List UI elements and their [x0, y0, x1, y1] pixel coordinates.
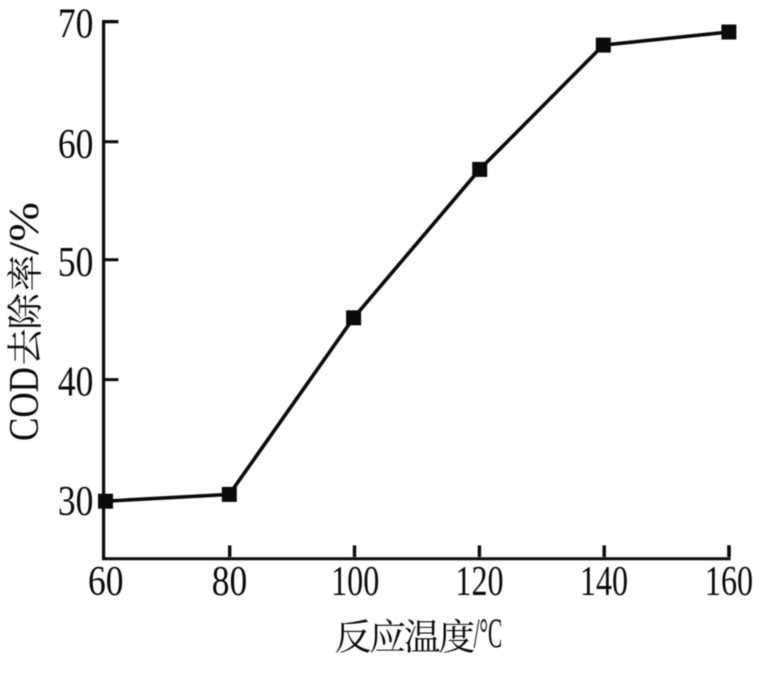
svg-text:80: 80 [212, 559, 248, 605]
svg-text:40: 40 [58, 360, 94, 406]
svg-text:COD: COD [2, 367, 48, 441]
svg-text:120: 120 [455, 559, 503, 605]
svg-text:60: 60 [58, 122, 94, 168]
svg-text:/°C: /°C [474, 612, 503, 658]
svg-text:50: 50 [58, 240, 94, 286]
svg-text:60: 60 [88, 559, 124, 605]
svg-text:/%: /% [2, 202, 48, 255]
svg-text:100: 100 [331, 559, 379, 605]
svg-text:70: 70 [58, 2, 94, 48]
svg-text:140: 140 [580, 559, 628, 605]
svg-text:160: 160 [705, 559, 753, 605]
svg-text:30: 30 [58, 479, 94, 525]
